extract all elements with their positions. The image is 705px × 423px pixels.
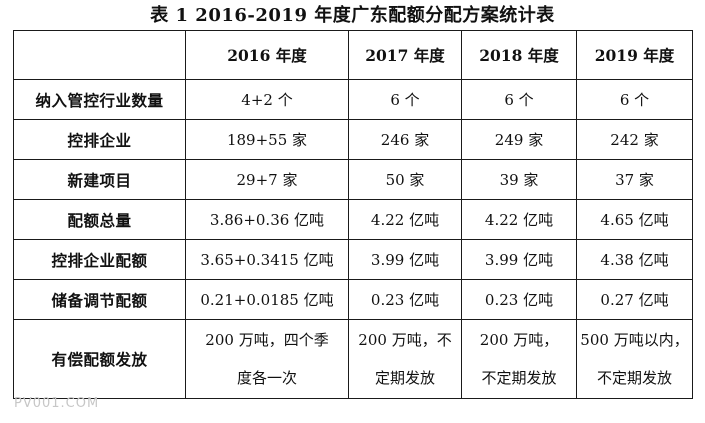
table-cell: 0.27 亿吨 bbox=[576, 279, 693, 320]
row-label: 控排企业 bbox=[13, 119, 186, 160]
table-cell: 3.65+0.3415 亿吨 bbox=[185, 239, 349, 280]
table-cell: 0.23 亿吨 bbox=[461, 279, 577, 320]
table-cell: 37 家 bbox=[576, 159, 693, 200]
cell-line: 200 万吨，不 bbox=[358, 331, 452, 349]
table-cell: 6 个 bbox=[348, 79, 462, 120]
table-cell: 3.86+0.36 亿吨 bbox=[185, 199, 349, 240]
cell-line: 不定期发放 bbox=[596, 369, 672, 387]
table-cell: 500 万吨以内， 不定期发放 bbox=[576, 319, 693, 399]
table-cell: 29+7 家 bbox=[185, 159, 349, 200]
table-cell: 0.23 亿吨 bbox=[348, 279, 462, 320]
table-cell: 6 个 bbox=[576, 79, 693, 120]
cell-line: 200 万吨， bbox=[479, 331, 559, 349]
header-corner bbox=[13, 30, 186, 80]
table-row: 配额总量 3.86+0.36 亿吨 4.22 亿吨 4.22 亿吨 4.65 亿… bbox=[13, 199, 693, 240]
watermark: PV001.COM bbox=[14, 396, 100, 411]
row-label: 配额总量 bbox=[13, 199, 186, 240]
header-row: 2016 年度 2017 年度 2018 年度 2019 年度 bbox=[13, 30, 693, 80]
table-row: 控排企业 189+55 家 246 家 249 家 242 家 bbox=[13, 119, 693, 160]
table-cell: 246 家 bbox=[348, 119, 462, 160]
header-2017: 2017 年度 bbox=[348, 30, 462, 80]
header-2018: 2018 年度 bbox=[461, 30, 577, 80]
table-cell: 4+2 个 bbox=[185, 79, 349, 120]
header-2016: 2016 年度 bbox=[185, 30, 349, 80]
cell-line: 不定期发放 bbox=[481, 369, 557, 387]
table-row: 储备调节配额 0.21+0.0185 亿吨 0.23 亿吨 0.23 亿吨 0.… bbox=[13, 279, 693, 320]
table-cell: 200 万吨， 不定期发放 bbox=[461, 319, 577, 399]
table-cell: 3.99 亿吨 bbox=[348, 239, 462, 280]
table-cell: 4.65 亿吨 bbox=[576, 199, 693, 240]
row-label: 控排企业配额 bbox=[13, 239, 186, 280]
table-title: 表 1 2016-2019 年度广东配额分配方案统计表 bbox=[150, 5, 555, 26]
row-label: 储备调节配额 bbox=[13, 279, 186, 320]
table-cell: 200 万吨，不 定期发放 bbox=[348, 319, 462, 399]
table-row: 控排企业配额 3.65+0.3415 亿吨 3.99 亿吨 3.99 亿吨 4.… bbox=[13, 239, 693, 280]
table-cell: 3.99 亿吨 bbox=[461, 239, 577, 280]
table-row: 纳入管控行业数量 4+2 个 6 个 6 个 6 个 bbox=[13, 79, 693, 120]
table-cell: 6 个 bbox=[461, 79, 577, 120]
table-cell: 249 家 bbox=[461, 119, 577, 160]
allocation-table: 2016 年度 2017 年度 2018 年度 2019 年度 纳入管控行业数量… bbox=[13, 30, 693, 399]
table-cell: 0.21+0.0185 亿吨 bbox=[185, 279, 349, 320]
cell-line: 定期发放 bbox=[374, 369, 435, 387]
cell-line: 500 万吨以内， bbox=[580, 331, 689, 349]
row-label: 有偿配额发放 bbox=[13, 319, 186, 399]
table-row: 有偿配额发放 200 万吨，四个季 度各一次 200 万吨，不 定期发放 200… bbox=[13, 319, 693, 399]
table-cell: 4.38 亿吨 bbox=[576, 239, 693, 280]
table-row: 新建项目 29+7 家 50 家 39 家 37 家 bbox=[13, 159, 693, 200]
cell-line: 度各一次 bbox=[236, 369, 297, 387]
header-2019: 2019 年度 bbox=[576, 30, 693, 80]
table-cell: 39 家 bbox=[461, 159, 577, 200]
row-label: 新建项目 bbox=[13, 159, 186, 200]
row-label: 纳入管控行业数量 bbox=[13, 79, 186, 120]
table-cell: 4.22 亿吨 bbox=[461, 199, 577, 240]
cell-line: 200 万吨，四个季 bbox=[205, 331, 329, 349]
table-cell: 189+55 家 bbox=[185, 119, 349, 160]
table-cell: 4.22 亿吨 bbox=[348, 199, 462, 240]
table-cell: 50 家 bbox=[348, 159, 462, 200]
table-cell: 242 家 bbox=[576, 119, 693, 160]
table-cell: 200 万吨，四个季 度各一次 bbox=[185, 319, 349, 399]
